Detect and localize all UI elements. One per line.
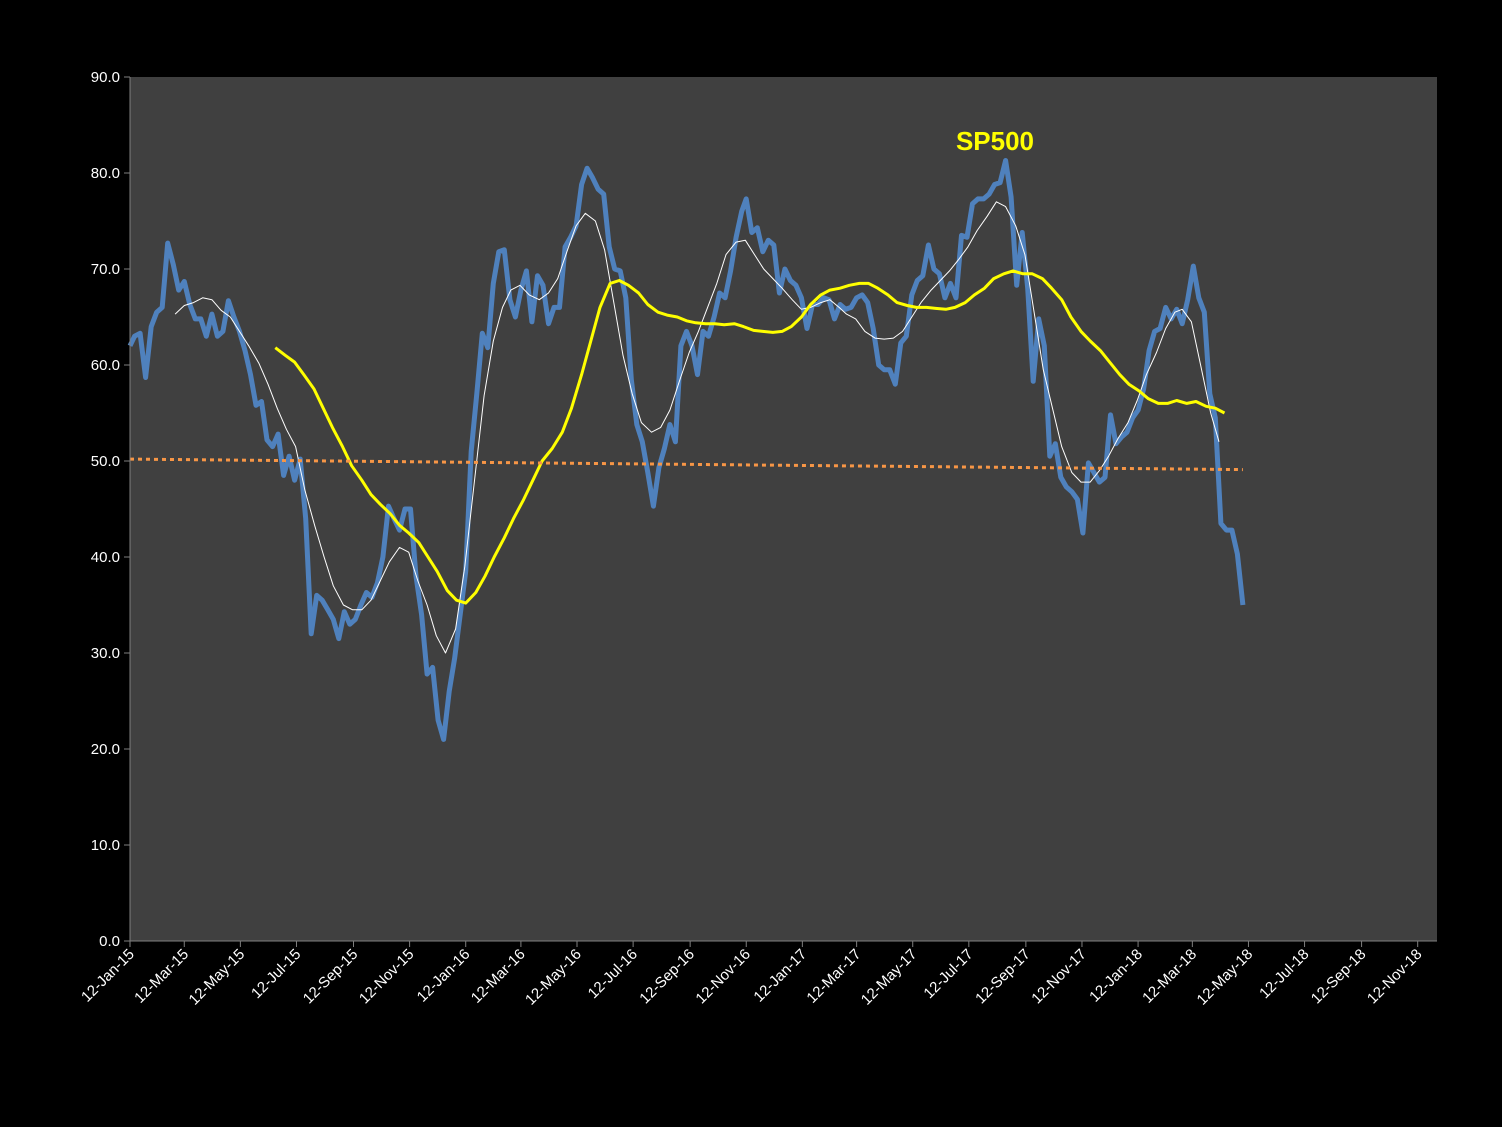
series-layer [127,158,1246,742]
series-line-1 [127,158,1246,742]
y-tick-label: 40.0 [91,549,120,566]
y-tick-label: 20.0 [91,741,120,758]
y-tick-label: 80.0 [91,165,120,182]
y-tick-label: 50.0 [91,453,120,470]
series-line-2 [174,201,1220,654]
y-tick-label: 30.0 [91,645,120,662]
chart-title: SP500 [956,126,1034,156]
y-tick-label: 60.0 [91,357,120,374]
y-tick-label: 10.0 [91,837,120,854]
y-tick-label: 90.0 [91,69,120,86]
y-tick-label: 0.0 [99,933,120,950]
plot-area [130,77,1437,941]
series-line-4 [129,457,1243,472]
series-line-3 [274,269,1226,605]
y-tick-label: 70.0 [91,261,120,278]
